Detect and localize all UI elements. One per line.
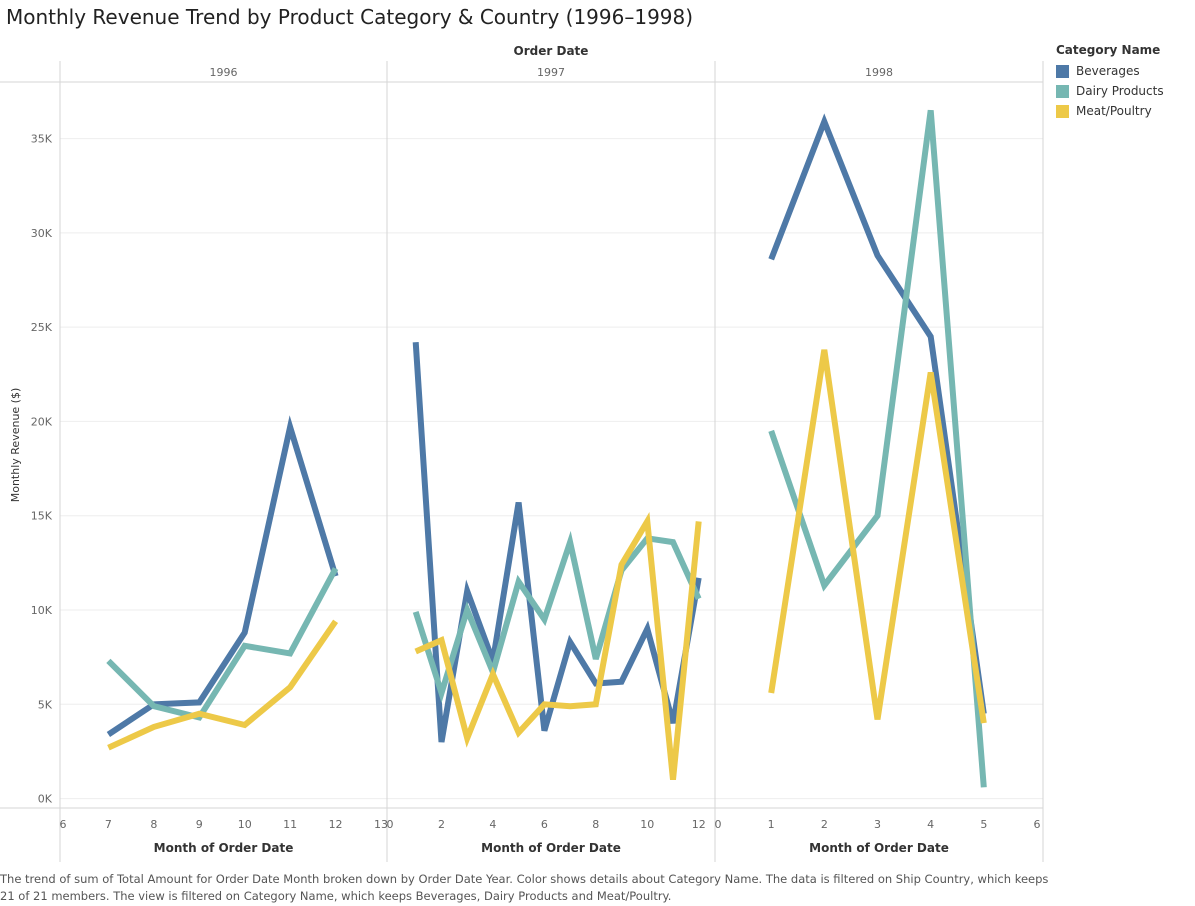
series-line-beverages-1996 xyxy=(106,415,339,737)
chart-caption: The trend of sum of Total Amount for Ord… xyxy=(0,872,1049,903)
x-tick-label: 10 xyxy=(640,818,654,831)
column-header: Order Date xyxy=(514,44,589,58)
x-tick-label: 2 xyxy=(821,818,828,831)
x-tick-label: 7 xyxy=(105,818,112,831)
legend-item-dairy-products[interactable]: Dairy Products xyxy=(1056,81,1164,101)
x-tick-label: 4 xyxy=(489,818,496,831)
legend-swatch-beverages xyxy=(1056,64,1069,78)
y-tick-label: 0K xyxy=(38,793,53,806)
x-tick-label: 9 xyxy=(196,818,203,831)
x-axis-title: Month of Order Date xyxy=(154,841,294,855)
series-line-meat-poultry-1997 xyxy=(414,512,702,780)
x-tick-label: 6 xyxy=(1034,818,1041,831)
legend-label: Beverages xyxy=(1076,64,1140,78)
legend-swatch-meat-poultry xyxy=(1056,104,1069,118)
x-tick-label: 3 xyxy=(874,818,881,831)
x-axis-title: Month of Order Date xyxy=(481,841,621,855)
x-tick-label: 8 xyxy=(592,818,599,831)
y-axis-title: Monthly Revenue ($) xyxy=(9,388,22,503)
x-tick-label: 0 xyxy=(387,818,394,831)
x-tick-label: 2 xyxy=(438,818,445,831)
x-tick-label: 6 xyxy=(541,818,548,831)
legend-item-beverages[interactable]: Beverages xyxy=(1056,61,1164,81)
x-axis-title: Month of Order Date xyxy=(809,841,949,855)
y-tick-label: 35K xyxy=(31,133,53,146)
x-tick-label: 4 xyxy=(927,818,934,831)
y-tick-label: 30K xyxy=(31,227,53,240)
x-tick-label: 6 xyxy=(60,818,67,831)
x-tick-label: 11 xyxy=(283,818,297,831)
panel-year-label: 1997 xyxy=(537,66,565,79)
series-line-meat-poultry-1998 xyxy=(768,349,987,724)
x-tick-label: 5 xyxy=(980,818,987,831)
panel-year-label: 1998 xyxy=(865,66,893,79)
y-tick-label: 25K xyxy=(31,321,53,334)
x-tick-label: 12 xyxy=(692,818,706,831)
series-line-dairy-products-1996 xyxy=(106,567,339,721)
series-line-meat-poultry-1996 xyxy=(107,619,339,751)
series-line-beverages-1998 xyxy=(768,113,987,715)
legend-label: Meat/Poultry xyxy=(1076,104,1152,118)
y-tick-label: 5K xyxy=(38,698,53,711)
chart-title: Monthly Revenue Trend by Product Categor… xyxy=(6,5,694,29)
x-tick-label: 8 xyxy=(150,818,157,831)
x-tick-label: 12 xyxy=(329,818,343,831)
legend-label: Dairy Products xyxy=(1076,84,1164,98)
legend-swatch-dairy-products xyxy=(1056,84,1069,98)
x-tick-label: 10 xyxy=(238,818,252,831)
panel-year-label: 1996 xyxy=(210,66,238,79)
x-tick-label: 0 xyxy=(715,818,722,831)
legend-item-meat-poultry[interactable]: Meat/Poultry xyxy=(1056,101,1164,121)
legend: Category Name Beverages Dairy Products M… xyxy=(1056,43,1164,121)
y-tick-label: 20K xyxy=(31,415,53,428)
legend-title: Category Name xyxy=(1056,43,1161,57)
x-tick-label: 1 xyxy=(768,818,775,831)
x-tick-label: 13 xyxy=(374,818,388,831)
series-line-dairy-products-1998 xyxy=(768,109,987,788)
y-tick-label: 15K xyxy=(31,510,53,523)
y-tick-label: 10K xyxy=(31,604,53,617)
